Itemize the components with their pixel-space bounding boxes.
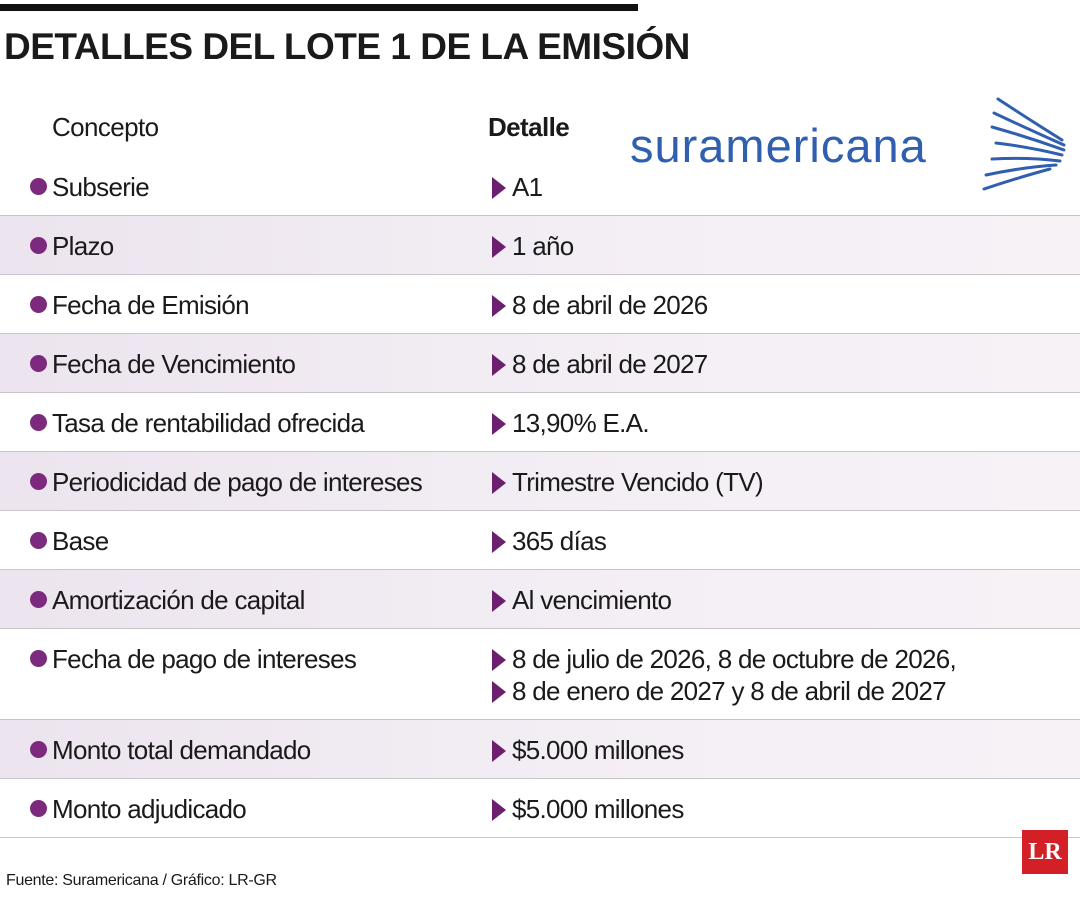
detail: 13,90% E.A. (512, 408, 650, 438)
detail: Al vencimiento (512, 585, 672, 615)
logo-text: suramericana (630, 119, 927, 172)
arrow (492, 799, 506, 821)
table-row (0, 393, 1080, 452)
concept: Fecha de pago de intereses (52, 644, 357, 674)
detail: 8 de abril de 2027 (512, 349, 708, 379)
detail: Trimestre Vencido (TV) (512, 467, 764, 497)
table-row (0, 779, 1080, 838)
column-header: Detalle (488, 112, 570, 142)
concept: Fecha de Vencimiento (52, 349, 296, 379)
concept: Periodicidad de pago de intereses (52, 467, 423, 497)
bullet (30, 414, 47, 431)
table-row (0, 452, 1080, 511)
logo-wing (982, 97, 1066, 191)
detail: A1 (512, 172, 543, 202)
detail: 365 días (512, 526, 607, 556)
concept: Amortización de capital (52, 585, 305, 615)
table-row (0, 157, 1080, 216)
arrow (492, 472, 506, 494)
source: Fuente: Suramericana / Gráfico: LR-GR (6, 872, 277, 889)
concept: Monto total demandado (52, 735, 311, 765)
arrow (492, 354, 506, 376)
brand-logo: LR (1022, 830, 1068, 874)
detail: $5.000 millones (512, 735, 684, 765)
arrow (492, 413, 506, 435)
bullet (30, 741, 47, 758)
bullet (30, 473, 47, 490)
bullet (30, 178, 47, 195)
table-row (0, 275, 1080, 334)
arrow (492, 649, 506, 671)
arrow (492, 236, 506, 258)
arrow (492, 177, 506, 199)
arrow (492, 590, 506, 612)
arrow (492, 681, 506, 703)
detail: 8 de abril de 2026 (512, 290, 708, 320)
table-row (0, 570, 1080, 629)
table-row (0, 216, 1080, 275)
concept: Monto adjudicado (52, 794, 247, 824)
bullet (30, 355, 47, 372)
detail: 8 de julio de 2026, 8 de octubre de 2026… (512, 644, 957, 674)
concept: Tasa de rentabilidad ofrecida (52, 408, 365, 438)
bullet (30, 296, 47, 313)
bullet (30, 650, 47, 667)
arrow (492, 531, 506, 553)
concept: Fecha de Emisión (52, 290, 250, 320)
detail: 1 año (512, 231, 574, 261)
table-row (0, 720, 1080, 779)
top-bar (0, 4, 638, 11)
bullet (30, 591, 47, 608)
table-row (0, 334, 1080, 393)
concept: Base (52, 526, 109, 556)
arrow (492, 740, 506, 762)
table-row (0, 629, 1080, 720)
column-header: Concepto (52, 112, 159, 142)
bullet (30, 532, 47, 549)
arrow (492, 295, 506, 317)
detail: 8 de enero de 2027 y 8 de abril de 2027 (512, 676, 947, 706)
table-row (0, 511, 1080, 570)
concept: Plazo (52, 231, 114, 261)
detail: $5.000 millones (512, 794, 684, 824)
bullet (30, 237, 47, 254)
concept: Subserie (52, 172, 150, 202)
bullet (30, 800, 47, 817)
title: DETALLES DEL LOTE 1 DE LA EMISIÓN (4, 26, 690, 67)
